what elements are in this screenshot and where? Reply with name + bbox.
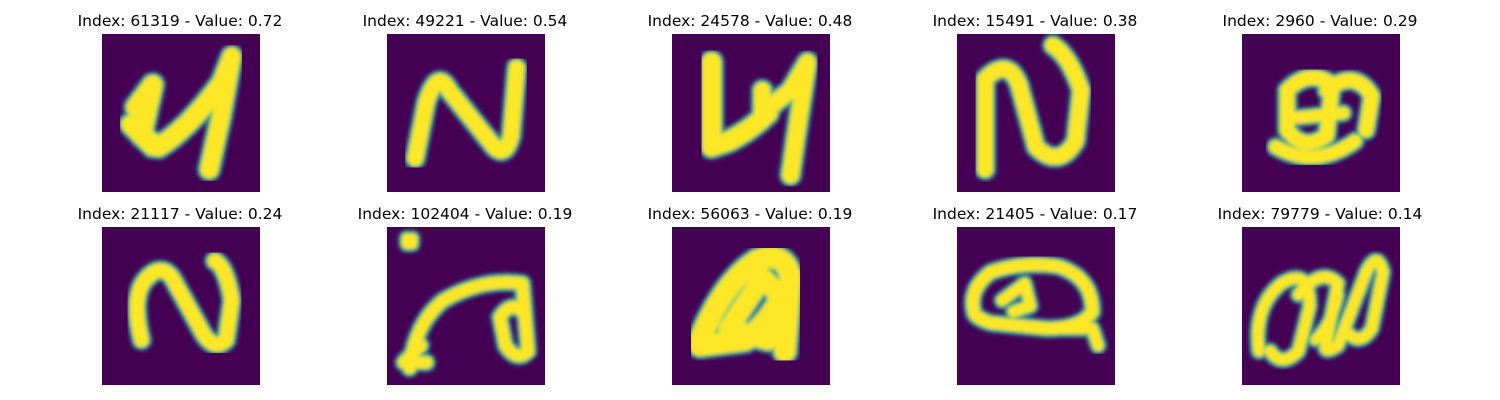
image-panel: Index: 2960 - Value: 0.29 — [1178, 12, 1463, 202]
glyph-stroke — [1310, 290, 1342, 345]
image-panel: Index: 24578 - Value: 0.48 — [608, 12, 893, 202]
glyph-stroke — [689, 247, 801, 362]
glyph-stroke — [996, 278, 1035, 317]
glyph-stroke — [1052, 323, 1103, 351]
glyph-strokes — [685, 243, 805, 366]
panel-title: Index: 2960 - Value: 0.29 — [1222, 12, 1418, 30]
glyph-stroke — [493, 277, 534, 362]
digit-image-svg — [1241, 34, 1400, 192]
glyph-stroke — [407, 60, 524, 166]
digit-image-svg — [956, 227, 1115, 385]
glyph-strokes — [697, 48, 820, 188]
glyph-stroke — [966, 258, 1098, 335]
glyph-stroke — [1281, 107, 1349, 125]
digit-image-svg — [101, 34, 260, 192]
glyph-strokes — [402, 56, 529, 170]
glyph-stroke — [403, 276, 528, 374]
image-panel: Index: 56063 - Value: 0.19 — [608, 205, 893, 395]
panel-title: Index: 61319 - Value: 0.72 — [77, 12, 283, 30]
glyph-strokes — [962, 254, 1108, 356]
panel-title: Index: 24578 - Value: 0.48 — [647, 12, 853, 30]
glyph-strokes — [1264, 66, 1383, 168]
glyph-stroke — [1292, 255, 1388, 356]
image-panel: Index: 15491 - Value: 0.38 — [893, 12, 1178, 202]
panel-title: Index: 79779 - Value: 0.14 — [1217, 205, 1423, 223]
glyph-strokes — [972, 34, 1093, 182]
digit-image-svg — [386, 227, 545, 385]
glyph-strokes — [116, 43, 245, 183]
digit-image-svg — [101, 227, 260, 385]
glyph-stroke — [397, 339, 432, 369]
glyph-stroke — [1319, 73, 1379, 137]
image-panel: Index: 21117 - Value: 0.24 — [38, 205, 323, 395]
glyph-stroke — [1252, 273, 1315, 365]
digit-image — [1241, 227, 1400, 385]
panel-title: Index: 21117 - Value: 0.24 — [77, 205, 283, 223]
digit-image — [956, 34, 1115, 192]
digit-image — [956, 227, 1115, 385]
digit-image — [671, 34, 830, 192]
glyph-strokes — [1247, 251, 1393, 370]
digit-image-svg — [956, 34, 1115, 192]
panel-title: Index: 15491 - Value: 0.38 — [932, 12, 1138, 30]
digit-image-svg — [671, 34, 830, 192]
digit-image — [386, 34, 545, 192]
panel-title: Index: 56063 - Value: 0.19 — [647, 205, 853, 223]
glyph-stroke — [121, 115, 161, 156]
glyph-strokes — [393, 229, 538, 379]
glyph-stroke — [753, 54, 815, 183]
digit-image — [101, 34, 260, 192]
digit-image — [671, 227, 830, 385]
digit-image — [101, 227, 260, 385]
image-panel: Index: 61319 - Value: 0.72 — [38, 12, 323, 202]
image-panel: Index: 49221 - Value: 0.54 — [323, 12, 608, 202]
glyph-stroke — [977, 37, 1088, 177]
panel-title: Index: 102404 - Value: 0.19 — [357, 205, 573, 223]
image-panel: Index: 79779 - Value: 0.14 — [1178, 205, 1463, 395]
digit-image — [1241, 34, 1400, 192]
panel-title: Index: 49221 - Value: 0.54 — [362, 12, 568, 30]
glyph-stroke — [129, 254, 239, 352]
glyph-stroke — [1269, 135, 1361, 163]
digit-image-svg — [386, 34, 545, 192]
image-panel: Index: 102404 - Value: 0.19 — [323, 205, 608, 395]
digit-image — [386, 227, 545, 385]
glyph-strokes — [125, 249, 243, 356]
panel-title: Index: 21405 - Value: 0.17 — [932, 205, 1138, 223]
image-panel: Index: 21405 - Value: 0.17 — [893, 205, 1178, 395]
digit-image-svg — [1241, 227, 1400, 385]
glyph-stroke — [200, 48, 240, 178]
digit-image-svg — [671, 227, 830, 385]
glyph-stroke — [718, 268, 789, 350]
glyph-stroke — [401, 233, 417, 249]
